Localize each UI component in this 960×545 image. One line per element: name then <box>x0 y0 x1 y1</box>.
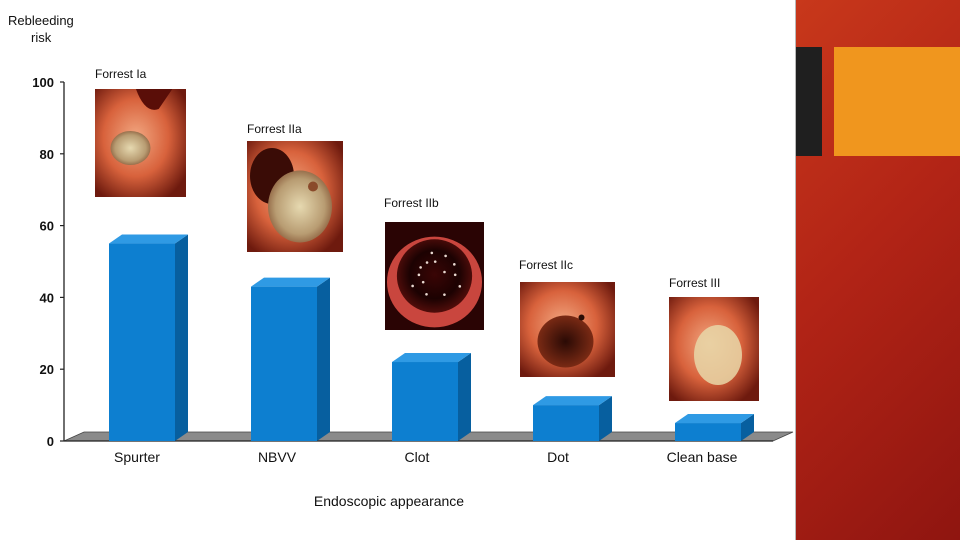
pigmented-dot <box>578 314 585 321</box>
bar-front <box>109 243 175 441</box>
forrest-class-label: Forrest Ia <box>95 67 147 81</box>
highlight <box>453 263 456 266</box>
bar-top <box>109 234 188 244</box>
endoscopy-nbvv-image: Forrest IIa <box>247 122 343 252</box>
forrest-class-label: Forrest IIa <box>247 122 302 136</box>
highlight <box>425 261 429 264</box>
highlight <box>417 273 421 277</box>
bar-top <box>533 396 612 406</box>
y-tick-label: 100 <box>32 75 54 90</box>
bar-top <box>251 277 330 287</box>
bar-chart: Rebleeding risk 0 20 40 60 80 100 Spurter NBVV… <box>8 13 794 509</box>
bar-front <box>675 423 741 441</box>
highlight <box>443 293 446 296</box>
endoscopy-clean-base-image: Forrest III <box>669 276 759 401</box>
chart-area: Rebleeding risk 0 20 40 60 80 100 Spurter NBVV… <box>8 13 794 509</box>
dark-accent-bar <box>796 47 822 156</box>
y-tick-label: 40 <box>40 290 54 305</box>
highlight <box>421 280 425 284</box>
bar-nbvv <box>251 277 330 441</box>
spurting-blood <box>135 89 173 110</box>
highlight <box>444 254 447 258</box>
bar-side <box>175 234 188 441</box>
bar-front <box>251 286 317 441</box>
y-axis-ticks: 0 20 40 60 80 100 <box>32 75 64 449</box>
lumen <box>537 315 594 368</box>
bar-side <box>317 277 330 441</box>
x-tick-label: Dot <box>547 449 569 465</box>
bar-side <box>599 396 612 441</box>
x-axis-title: Endoscopic appearance <box>314 493 464 509</box>
orange-accent-block <box>834 47 960 156</box>
forrest-class-label: Forrest IIc <box>519 258 573 272</box>
highlight <box>430 251 434 255</box>
ulcer <box>110 131 151 165</box>
x-tick-label: Clot <box>405 449 430 465</box>
endoscopy-images: Forrest Ia Forrest IIa Forrest IIb Forrest … <box>95 67 759 401</box>
highlight <box>458 285 462 288</box>
bar-dot <box>533 396 612 441</box>
slide-divider <box>795 0 796 540</box>
x-tick-label: NBVV <box>258 449 297 465</box>
x-tick-label: Spurter <box>114 449 160 465</box>
ulcer <box>268 170 332 243</box>
clot <box>396 239 473 313</box>
bars <box>109 234 754 441</box>
decorative-side-panel <box>796 0 960 540</box>
bar-spurter <box>109 234 188 441</box>
bar-front <box>533 405 599 441</box>
forrest-class-label: Forrest IIb <box>384 196 439 210</box>
y-tick-label: 0 <box>47 434 54 449</box>
highlight <box>425 292 428 296</box>
x-tick-label: Clean base <box>667 449 738 465</box>
visible-vessel <box>308 181 318 192</box>
clean-ulcer-base <box>694 325 742 385</box>
y-axis-title-line2: risk <box>31 30 52 45</box>
y-tick-label: 60 <box>40 219 54 234</box>
y-axis-title-line1: Rebleeding <box>8 13 74 28</box>
bar-top <box>392 353 471 363</box>
x-axis-labels: Spurter NBVV Clot Dot Clean base <box>114 449 738 465</box>
highlight <box>453 273 457 277</box>
bar-clot <box>392 353 471 441</box>
endoscopy-dot-image: Forrest IIc <box>519 258 615 377</box>
forrest-class-label: Forrest III <box>669 276 720 290</box>
y-tick-label: 80 <box>40 147 54 162</box>
bar-front <box>392 362 458 441</box>
bar-top <box>675 414 754 424</box>
endoscopy-spurter-image: Forrest Ia <box>95 67 186 197</box>
bar-clean-base <box>675 414 754 441</box>
highlight <box>419 266 422 269</box>
highlight <box>443 270 446 274</box>
highlight <box>433 260 437 263</box>
bar-side <box>458 353 471 441</box>
endoscopy-clot-image: Forrest IIb <box>384 196 484 330</box>
bar-side <box>741 414 754 441</box>
y-tick-label: 20 <box>40 362 54 377</box>
highlight <box>411 284 414 288</box>
